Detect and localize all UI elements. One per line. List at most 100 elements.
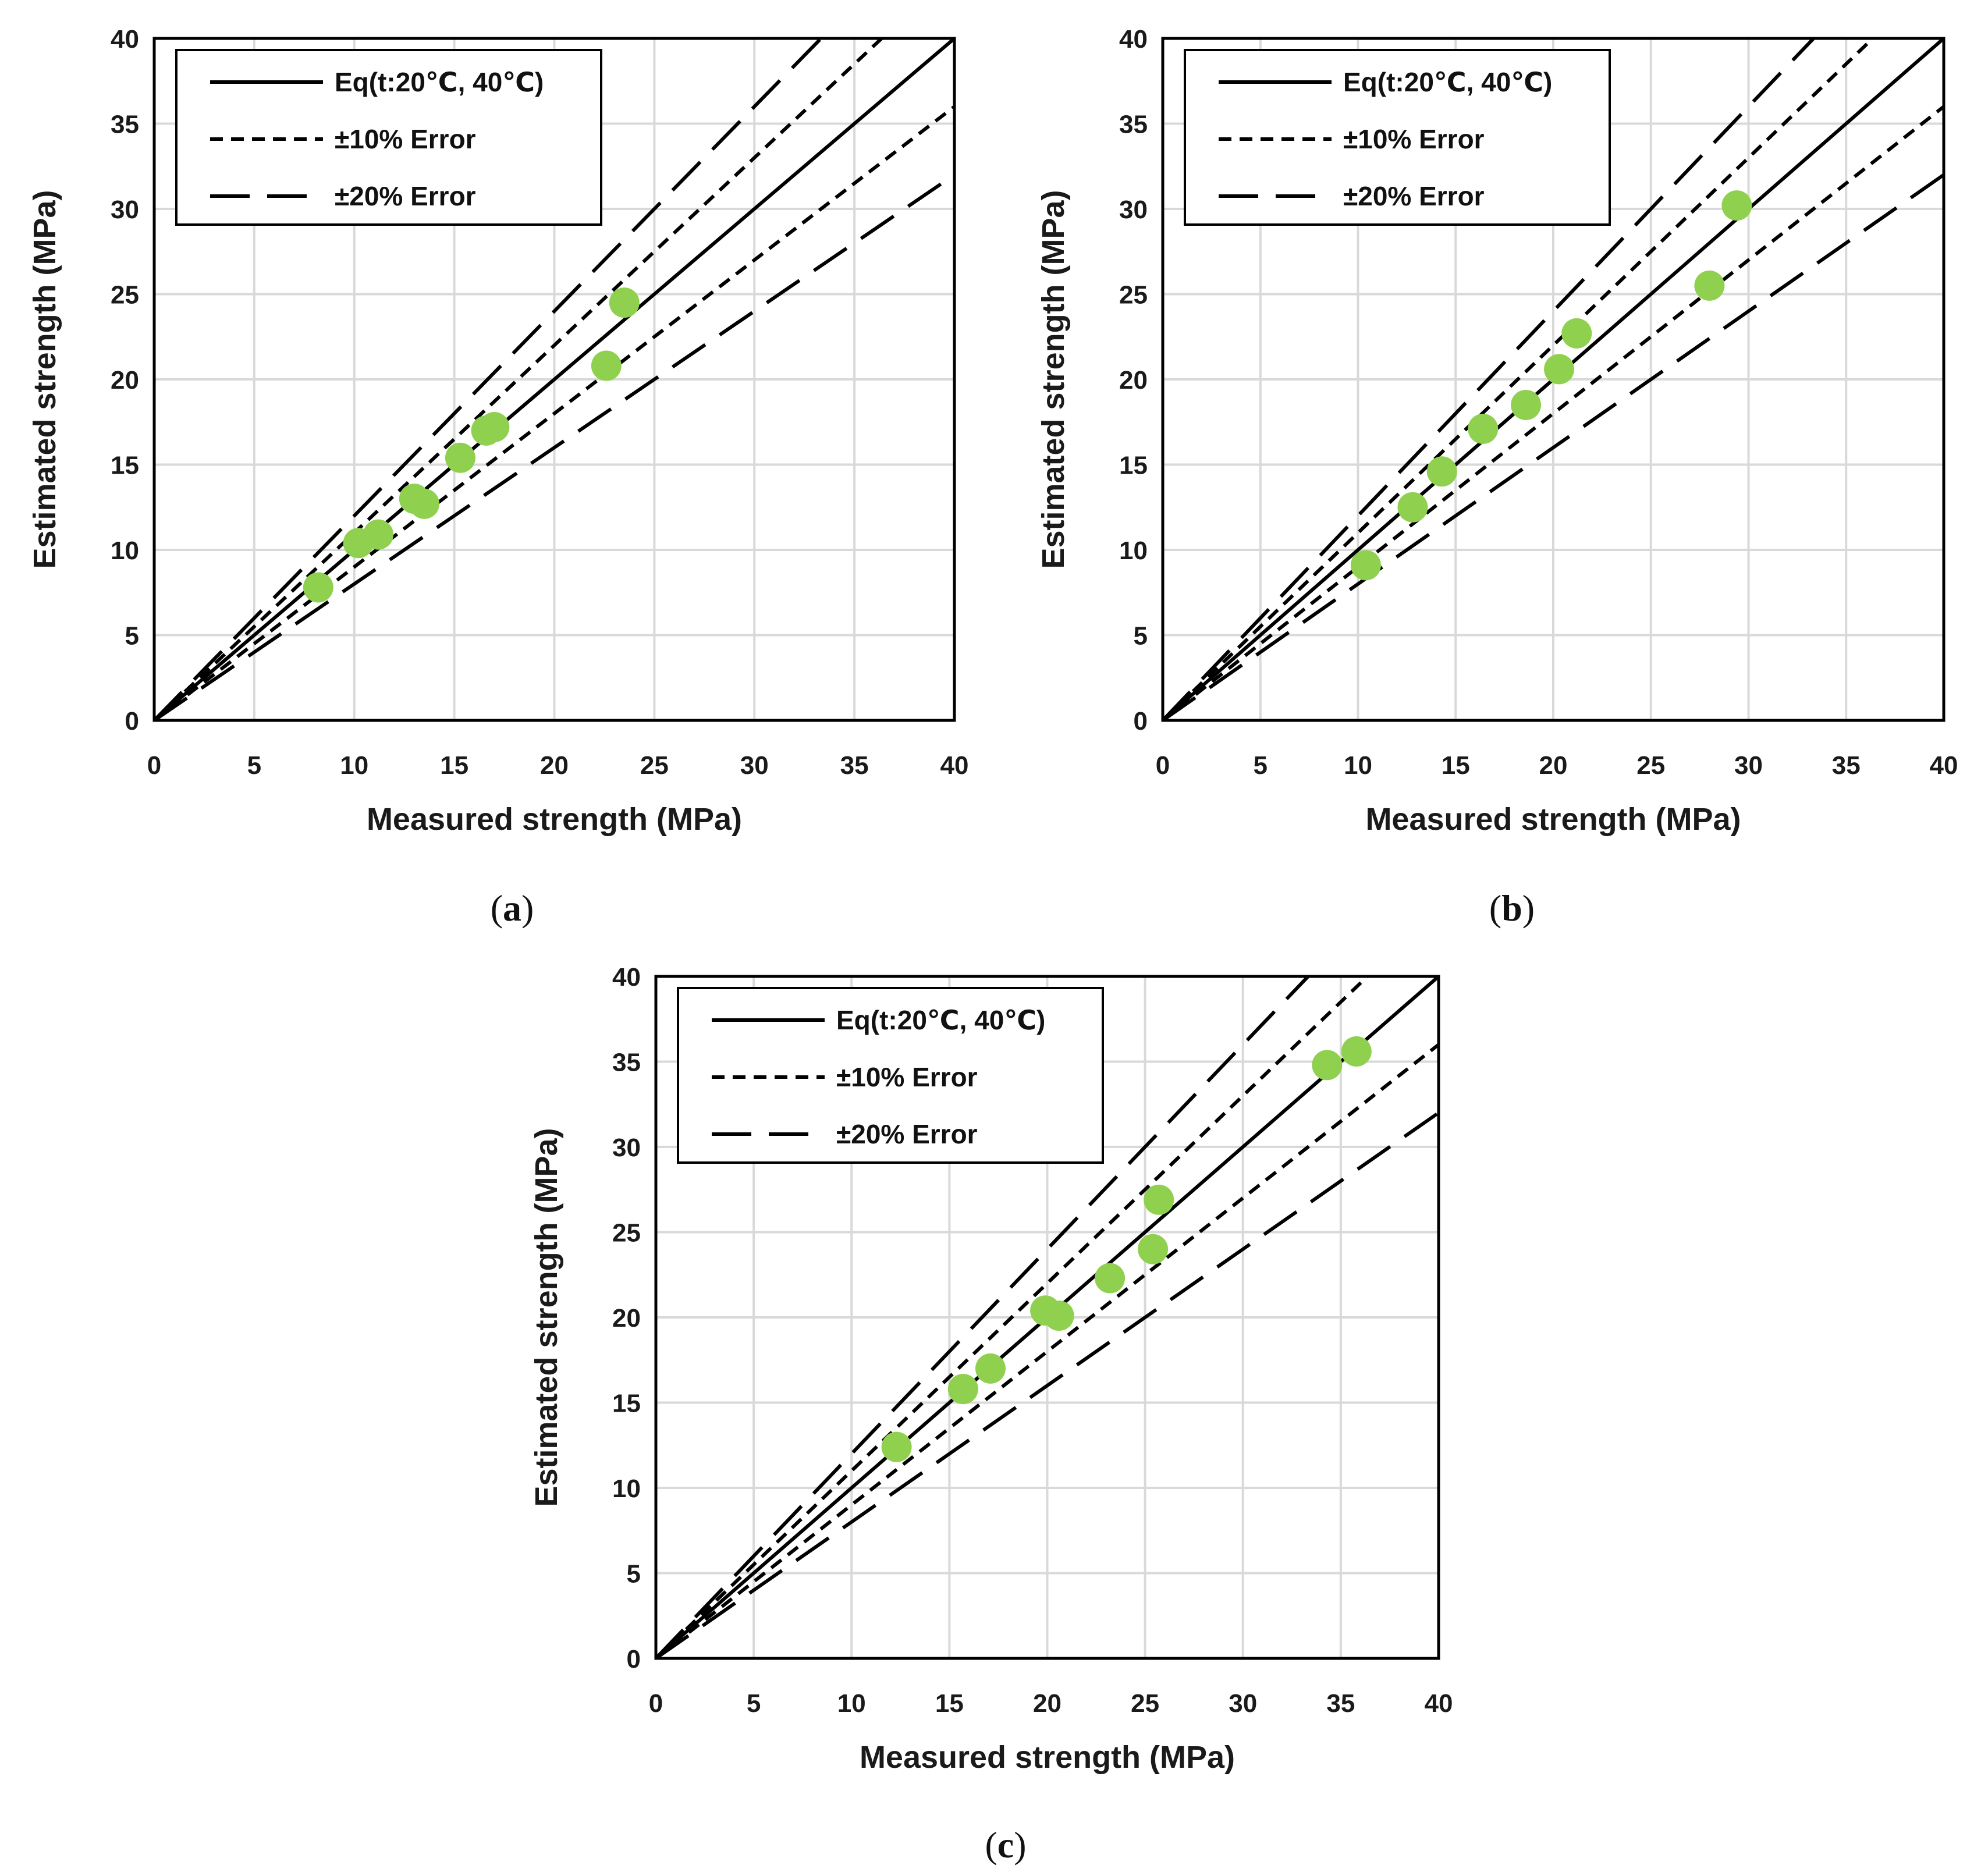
- x-tick-label: 10: [837, 1689, 866, 1718]
- x-tick-label: 0: [1156, 751, 1170, 780]
- data-point: [479, 412, 510, 443]
- legend-label: ±10% Error: [836, 1062, 978, 1092]
- data-points: [881, 1036, 1372, 1462]
- data-point: [1138, 1234, 1169, 1264]
- data-point: [975, 1353, 1006, 1384]
- legend: Eq(t:20℃, 40℃) ±10% Error ±20% Error: [175, 49, 602, 226]
- y-tick-label: 35: [612, 1049, 641, 1077]
- legend-label: ±10% Error: [335, 124, 476, 154]
- y-tick-label: 35: [1119, 111, 1148, 139]
- reference-line-plusminus-10-error: [656, 976, 1369, 1658]
- data-point: [947, 1374, 978, 1405]
- chart-panel-c: 0 5 10 15 20 25 30 35 40 0 5 10 15 20 25 30 35 40 Measured…: [529, 963, 1453, 1775]
- y-tick-label: 0: [125, 707, 139, 736]
- y-tick-label: 10: [1119, 536, 1148, 565]
- x-tick-label: 20: [1539, 751, 1568, 780]
- x-tick-label: 35: [840, 751, 869, 780]
- reference-line-plusminus-20-error: [1163, 38, 1815, 720]
- data-point: [1397, 492, 1428, 523]
- x-tick-label: 5: [1254, 751, 1268, 780]
- reference-lines: [154, 38, 954, 720]
- y-tick-label: 0: [627, 1645, 641, 1674]
- reference-line-minus-20-error: [154, 173, 954, 720]
- reference-line-minus-20-error: [1163, 173, 1944, 720]
- data-point: [1144, 1184, 1174, 1215]
- y-axis-title: Estimated strength (MPa): [27, 190, 62, 569]
- plot-frame: [1161, 37, 1946, 722]
- y-tick-label: 5: [1134, 622, 1148, 651]
- data-points: [303, 287, 640, 603]
- y-tick-label: 30: [612, 1134, 641, 1162]
- y-tick-label: 15: [111, 452, 139, 480]
- y-tick-label: 30: [111, 196, 139, 224]
- x-tick-label: 0: [649, 1689, 663, 1718]
- y-tick-label: 20: [1119, 366, 1148, 395]
- data-point: [1043, 1301, 1074, 1331]
- chart-panel-a: 0 5 10 15 20 25 30 35 40 0 5 10 15 20 25 30 35 40 Measured…: [27, 25, 968, 837]
- legend-label: ±20% Error: [335, 181, 476, 211]
- reference-line-minus-10-error: [656, 1043, 1439, 1658]
- y-tick-label: 40: [612, 963, 641, 992]
- y-axis-title: Estimated strength (MPa): [1036, 190, 1071, 569]
- legend-label: ±20% Error: [1343, 181, 1485, 211]
- x-tick-label: 10: [340, 751, 368, 780]
- panel-label: b: [1501, 887, 1522, 929]
- data-point: [1350, 550, 1381, 581]
- panel-caption-c: (c): [985, 1824, 1026, 1866]
- y-tick-label: 40: [111, 25, 139, 54]
- reference-line-plusminus-10-error: [1163, 38, 1875, 720]
- x-tick-label: 5: [247, 751, 261, 780]
- y-tick-label: 30: [1119, 196, 1148, 224]
- x-tick-label: 15: [1442, 751, 1470, 780]
- reference-line-minus-20-error: [656, 1111, 1439, 1658]
- data-point: [1341, 1036, 1372, 1067]
- legend: Eq(t:20℃, 40℃) ±10% Error ±20% Error: [1184, 49, 1611, 226]
- x-tick-label: 15: [935, 1689, 964, 1718]
- chart-panel-b: 0 5 10 15 20 25 30 35 40 0 5 10 15 20 25 30 35 40 Measured…: [1036, 25, 1958, 837]
- data-point: [1511, 389, 1542, 420]
- y-tick-label: 25: [111, 281, 139, 310]
- y-tick-label: 5: [627, 1560, 641, 1589]
- reference-line-plusminus-20-error: [154, 38, 822, 720]
- x-axis-title: Measured strength (MPa): [1365, 802, 1741, 837]
- x-tick-label: 25: [1636, 751, 1665, 780]
- x-tick-label: 40: [1425, 1689, 1453, 1718]
- data-point: [409, 488, 440, 519]
- x-tick-label: 40: [940, 751, 969, 780]
- legend: Eq(t:20℃, 40℃) ±10% Error ±20% Error: [677, 987, 1104, 1164]
- reference-line-minus-10-error: [1163, 105, 1944, 720]
- x-axis-title: Measured strength (MPa): [367, 802, 742, 837]
- x-tick-label: 30: [1734, 751, 1763, 780]
- x-tick-label: 20: [1033, 1689, 1061, 1718]
- x-tick-label: 5: [747, 1689, 761, 1718]
- x-axis-title: Measured strength (MPa): [860, 1740, 1235, 1775]
- x-tick-label: 15: [440, 751, 468, 780]
- x-tick-label: 25: [1131, 1689, 1159, 1718]
- y-tick-label: 25: [1119, 281, 1148, 310]
- y-tick-label: 15: [1119, 452, 1148, 480]
- data-point: [1426, 456, 1457, 487]
- x-tick-label: 30: [1229, 1689, 1257, 1718]
- y-tick-label: 35: [111, 111, 139, 139]
- data-point: [881, 1431, 912, 1462]
- panel-caption-a: (a): [491, 887, 534, 929]
- data-point: [609, 287, 640, 318]
- data-point: [1312, 1050, 1343, 1081]
- data-point: [1544, 354, 1575, 385]
- y-tick-label: 20: [612, 1304, 641, 1333]
- data-point: [1095, 1263, 1126, 1294]
- data-point: [303, 572, 333, 603]
- y-tick-label: 20: [111, 366, 139, 395]
- y-tick-label: 10: [111, 536, 139, 565]
- legend-label: ±20% Error: [836, 1119, 978, 1149]
- panel-label: c: [997, 1824, 1014, 1866]
- x-tick-label: 10: [1344, 751, 1372, 780]
- panel-label: a: [503, 887, 521, 929]
- x-tick-label: 0: [147, 751, 161, 780]
- x-tick-label: 35: [1326, 1689, 1355, 1718]
- y-tick-label: 40: [1119, 25, 1148, 54]
- legend-label: ±10% Error: [1343, 124, 1485, 154]
- legend-label: Eq(t:20℃, 40℃): [836, 1005, 1045, 1035]
- data-point: [1468, 413, 1499, 444]
